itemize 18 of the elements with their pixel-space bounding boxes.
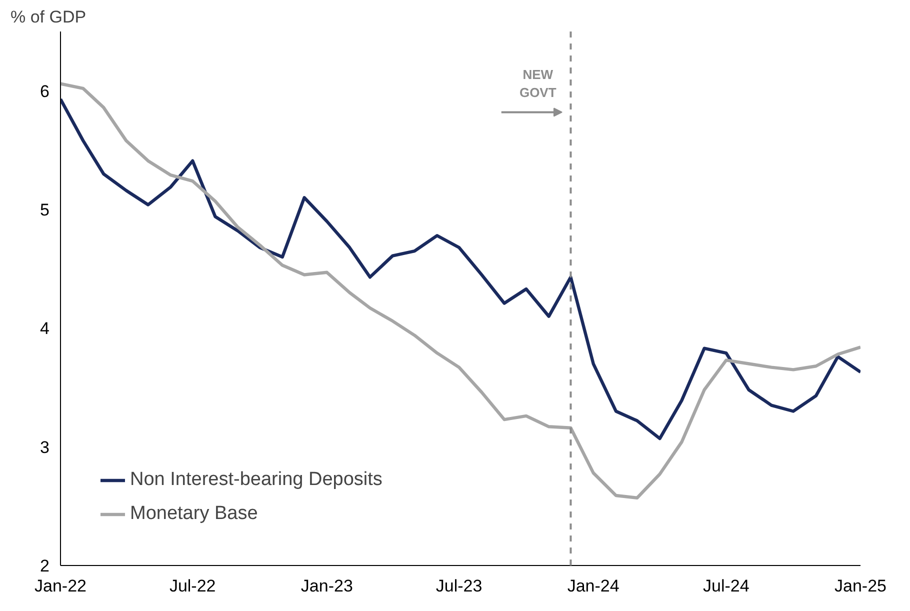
x-tick-label: Jan-24 [567,576,620,596]
x-tick-label: Jul-24 [703,576,750,596]
y-tick-label: 5 [40,200,50,220]
y-tick-label: 2 [40,556,50,576]
y-tick-label: 6 [40,82,50,101]
x-tick-label: Jul-23 [436,576,482,596]
line-series [60,82,860,500]
line-series [60,98,860,440]
ref-line-label: NEW GOVT [519,67,556,100]
y-axis-title: % of GDP [10,8,86,26]
y-tick-label: 3 [40,438,50,457]
legend-label: Monetary Base [130,503,258,525]
x-tick-label: Jan-22 [34,576,86,596]
x-tick-label: Jan-23 [300,576,353,596]
legend-label: Non Interest-bearing Deposits [130,469,382,491]
x-tick-label: Jan-25 [834,576,886,596]
y-tick-label: 4 [40,319,50,338]
x-tick-label: Jul-22 [169,576,216,596]
